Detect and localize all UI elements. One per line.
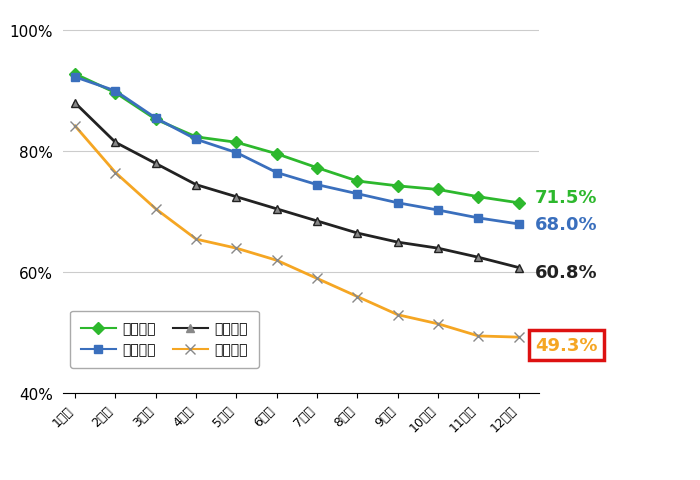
Text: 71.5%: 71.5% [535, 188, 598, 206]
Text: 49.3%: 49.3% [535, 336, 598, 354]
Legend: 発達障害, 知的障害, 身体障害, 精神障害: 発達障害, 知的障害, 身体障害, 精神障害 [70, 311, 259, 368]
Text: 68.0%: 68.0% [535, 216, 598, 233]
Text: 60.8%: 60.8% [535, 264, 598, 282]
